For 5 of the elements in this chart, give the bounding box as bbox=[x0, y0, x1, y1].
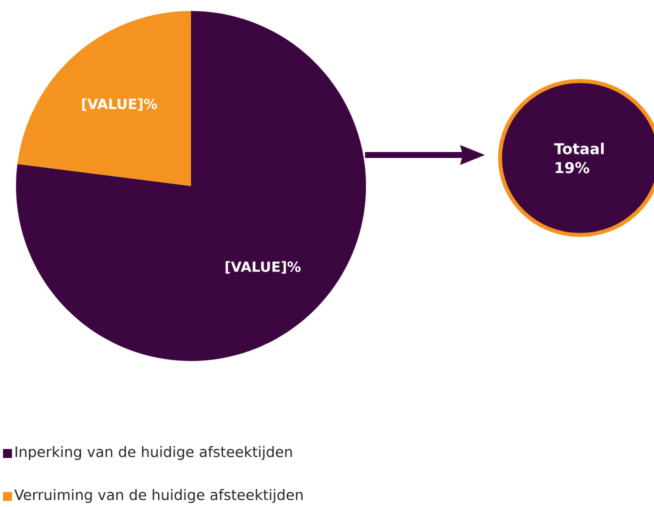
data-label: [VALUE]% bbox=[82, 98, 158, 111]
legend-label: Verruiming van de huidige afsteektijden bbox=[14, 488, 303, 503]
data-label: [VALUE]% bbox=[226, 261, 301, 274]
legend-label: Inperking van de huidige afsteektijden bbox=[16, 446, 292, 460]
text: Totaal 19% bbox=[554, 142, 604, 174]
